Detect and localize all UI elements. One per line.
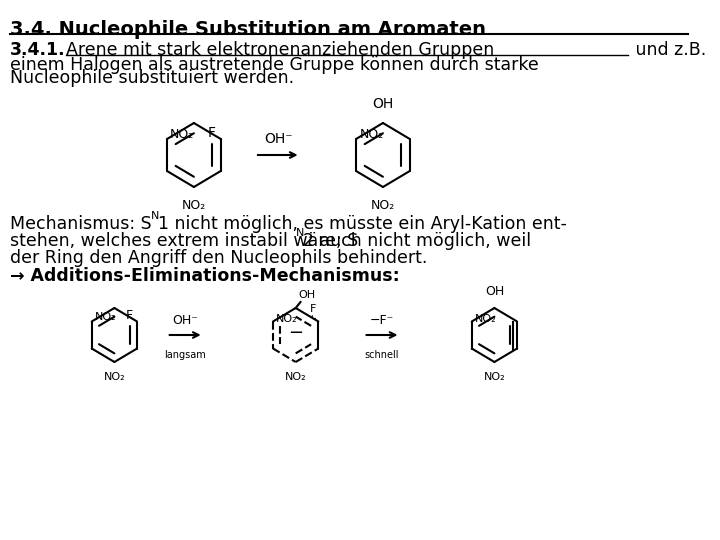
Text: 3.4. Nucleophile Substitution am Aromaten: 3.4. Nucleophile Substitution am Aromate… [9, 20, 486, 39]
Text: −F⁻: −F⁻ [370, 314, 394, 327]
Text: OH: OH [372, 97, 394, 111]
Text: NO₂: NO₂ [285, 372, 307, 382]
Text: NO₂: NO₂ [94, 313, 116, 322]
Text: NO₂: NO₂ [371, 199, 395, 212]
Text: einem Halogen als austretende Gruppe können durch starke: einem Halogen als austretende Gruppe kön… [9, 56, 539, 74]
Text: Arene mit stark elektronenanziehenden Gruppen: Arene mit stark elektronenanziehenden Gr… [66, 41, 494, 59]
Text: NO₂: NO₂ [181, 199, 206, 212]
Text: OH: OH [299, 290, 315, 300]
Text: NO₂: NO₂ [276, 314, 297, 323]
Text: Mechanismus: S: Mechanismus: S [9, 215, 151, 233]
Text: OH⁻: OH⁻ [172, 314, 198, 327]
Text: 1 nicht möglich, es müsste ein Aryl-Kation ent-: 1 nicht möglich, es müsste ein Aryl-Kati… [158, 215, 567, 233]
Text: OH: OH [485, 285, 504, 298]
Text: 2 auch nicht möglich, weil: 2 auch nicht möglich, weil [303, 232, 531, 250]
Text: OH⁻: OH⁻ [264, 132, 292, 146]
Text: F: F [126, 309, 133, 322]
Text: schnell: schnell [365, 350, 399, 360]
Text: NO₂: NO₂ [170, 127, 194, 140]
Text: F: F [310, 303, 316, 314]
Text: und z.B.: und z.B. [630, 41, 706, 59]
Text: N: N [151, 211, 160, 221]
Text: NO₂: NO₂ [474, 314, 496, 323]
Text: → Additions-Eliminations-Mechanismus:: → Additions-Eliminations-Mechanismus: [9, 267, 400, 285]
Text: NO₂: NO₂ [104, 372, 125, 382]
Text: langsam: langsam [164, 350, 206, 360]
Text: 3.4.1.: 3.4.1. [9, 41, 66, 59]
Text: stehen, welches extrem instabil wäre; S: stehen, welches extrem instabil wäre; S [9, 232, 358, 250]
Text: −: − [288, 324, 303, 342]
Text: F: F [208, 126, 216, 140]
Text: NO₂: NO₂ [484, 372, 505, 382]
Text: N: N [296, 228, 304, 238]
Text: NO₂: NO₂ [360, 127, 384, 140]
Text: Nucleophile substituiert werden.: Nucleophile substituiert werden. [9, 69, 294, 87]
Text: der Ring den Angriff den Nucleophils behindert.: der Ring den Angriff den Nucleophils beh… [9, 249, 427, 267]
